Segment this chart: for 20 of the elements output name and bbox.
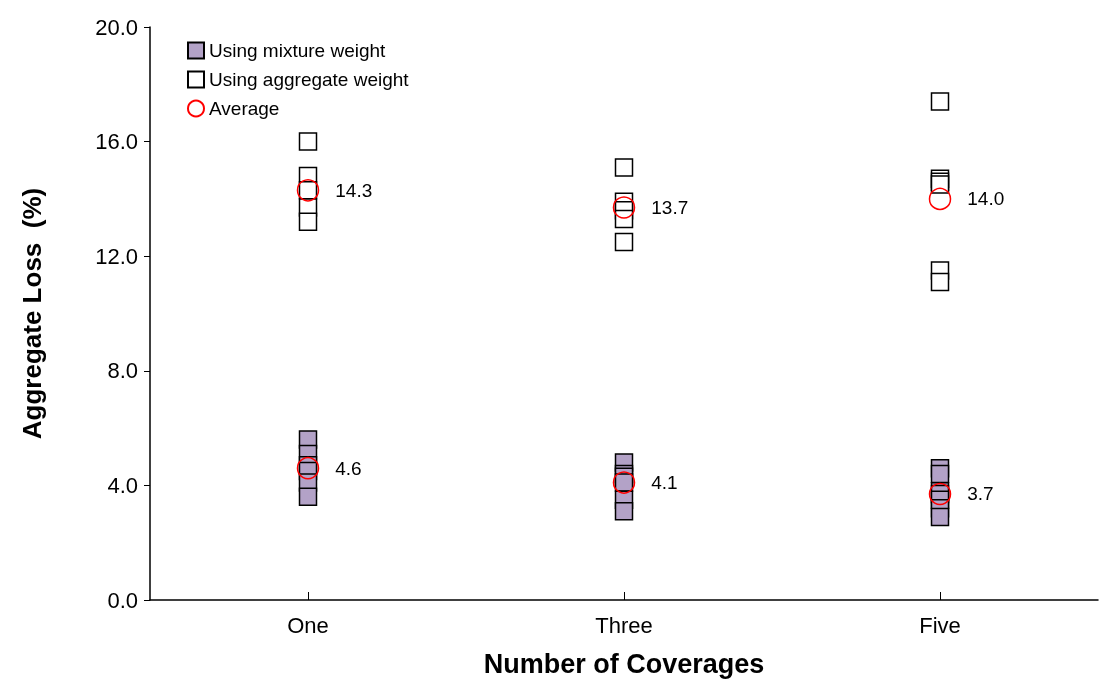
data-label: 3.7 — [967, 483, 994, 505]
data-label: 14.0 — [967, 188, 1005, 210]
y-tick-label: 8.0 — [107, 358, 138, 384]
y-tick-label: 16.0 — [95, 129, 138, 155]
data-label: 13.7 — [651, 196, 689, 218]
data-label: 14.3 — [335, 179, 373, 201]
y-tick-label: 4.0 — [107, 472, 138, 498]
x-tick-label: Three — [595, 612, 653, 638]
data-label: 4.6 — [335, 457, 362, 479]
x-tick-label: Five — [919, 612, 961, 638]
legend-label: Using aggregate weight — [209, 69, 410, 90]
y-tick-label: 20.0 — [95, 14, 138, 40]
data-label: 4.1 — [651, 472, 678, 494]
x-tick-label: One — [287, 612, 329, 638]
y-tick-label: 0.0 — [107, 587, 138, 613]
x-axis-title: Number of Coverages — [483, 648, 765, 679]
y-tick-label: 12.0 — [95, 243, 138, 269]
legend-label: Average — [209, 98, 280, 119]
y-axis-title: Aggregate Loss (%) — [17, 187, 47, 440]
legend-label: Using mixture weight — [209, 40, 387, 61]
